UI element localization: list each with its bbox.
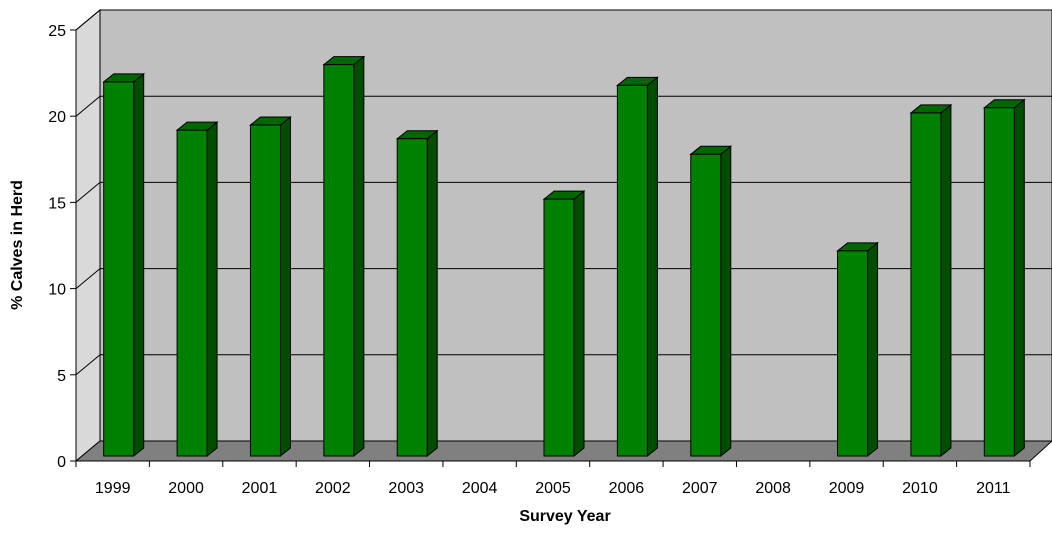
x-tick-label: 2011	[976, 480, 1011, 497]
y-tick-label: 15	[48, 195, 66, 212]
y-tick-label: 25	[48, 23, 66, 40]
bar	[395, 129, 439, 458]
bar	[982, 98, 1026, 458]
x-tick-label: 2006	[609, 480, 645, 497]
bars	[102, 55, 1026, 458]
x-tick-labels: 1999 2000 2001 2002 2003 2004 2005 2006 2007 2008…	[95, 480, 1011, 497]
bar-side	[206, 121, 218, 458]
x-tick-label: 2007	[682, 480, 718, 497]
bar-side	[720, 145, 732, 458]
y-tick-label: 0	[57, 454, 66, 471]
bar-front	[690, 153, 722, 457]
x-tick-label: 2003	[388, 480, 424, 497]
bar	[615, 76, 659, 458]
bar	[102, 72, 146, 458]
bar-front	[103, 81, 135, 457]
y-tick-labels: 0 5 10 15 20 25	[48, 23, 66, 471]
x-tick-label: 2001	[242, 480, 278, 497]
gridline-side	[75, 182, 101, 203]
gridline-side	[75, 95, 101, 117]
y-tick-label: 20	[48, 109, 66, 126]
bar-front	[396, 138, 428, 457]
side-wall	[75, 8, 101, 463]
bar-side	[573, 190, 585, 458]
bar-front	[323, 64, 355, 457]
bar-front	[837, 250, 869, 457]
x-tick-label: 1999	[95, 480, 131, 497]
bar-front	[249, 124, 281, 457]
bar-side	[940, 103, 952, 458]
x-tick-label: 2010	[902, 480, 938, 497]
x-tick-label: 2002	[315, 480, 351, 497]
bar-side	[646, 76, 658, 458]
x-tick-label: 2008	[755, 480, 791, 497]
bar-side	[1013, 98, 1025, 458]
bar-side	[279, 115, 291, 458]
bar-front	[910, 112, 942, 457]
y-axis-title: % Calves in Herd	[9, 180, 26, 310]
bar-side	[426, 129, 438, 458]
bar-side	[353, 55, 365, 458]
x-tick-label: 2005	[535, 480, 571, 497]
gridline-side	[75, 354, 101, 376]
x-tick-label: 2009	[829, 480, 865, 497]
gridline-side	[75, 268, 101, 289]
bar	[909, 103, 953, 458]
bar-front	[616, 84, 648, 457]
y-tick-label: 5	[57, 368, 66, 385]
bar	[322, 55, 366, 458]
bar	[249, 115, 292, 458]
x-tick-label: 2004	[462, 480, 498, 497]
bar-front	[176, 129, 208, 457]
axes	[70, 29, 1031, 467]
bar	[689, 145, 733, 458]
bar	[175, 121, 219, 458]
x-tick-label: 2000	[168, 480, 204, 497]
bar-front	[543, 198, 575, 457]
bar	[836, 241, 879, 458]
bar-side	[867, 241, 879, 458]
bar	[542, 190, 586, 458]
gridline-side	[75, 9, 101, 31]
bar-side	[133, 72, 145, 458]
y-tick-label: 10	[48, 282, 66, 299]
bar-front	[983, 107, 1015, 457]
x-axis-title: Survey Year	[519, 508, 610, 525]
